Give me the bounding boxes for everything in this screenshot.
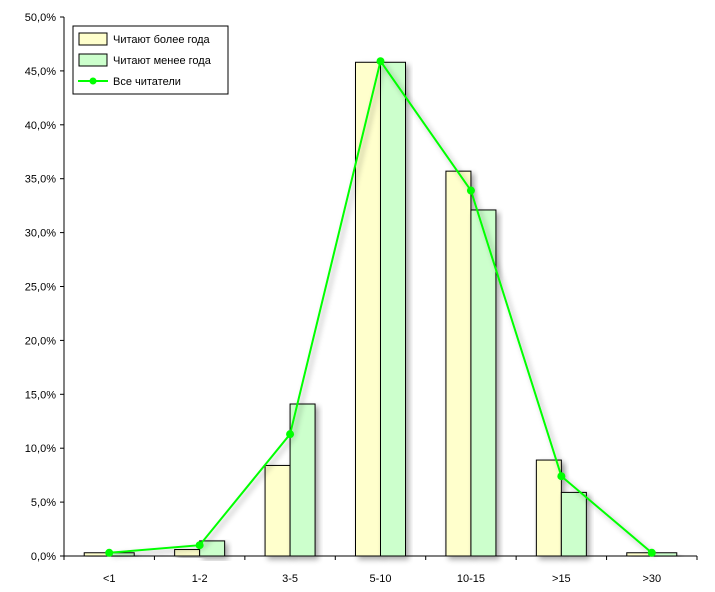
line-point xyxy=(557,472,566,481)
bar-under-year xyxy=(199,540,226,557)
x-tick-label: >30 xyxy=(642,573,661,585)
bar-under-year xyxy=(560,491,587,557)
bar-over-year xyxy=(174,549,201,557)
y-tick-label: 30,0% xyxy=(25,228,56,240)
y-tick-label: 0,0% xyxy=(31,551,56,563)
x-tick-label: 10-15 xyxy=(457,573,485,585)
y-tick-label: 10,0% xyxy=(25,443,56,455)
y-tick-label: 20,0% xyxy=(25,335,56,347)
line-point xyxy=(376,57,385,66)
bar-over-year xyxy=(535,459,562,557)
line-point xyxy=(195,541,204,550)
line-point xyxy=(286,430,295,439)
bar-under-year xyxy=(289,403,316,557)
plot-area: 0,0% 5,0% 10,0% 15,0% 20,0% 25,0% 30,0% 35,0% 40… xyxy=(25,12,698,585)
bar-under-year xyxy=(380,61,406,557)
x-tick-label: 3-5 xyxy=(282,573,298,585)
y-tick-label: 35,0% xyxy=(25,174,56,186)
y-tick-label: 45,0% xyxy=(25,66,56,78)
bar-over-year xyxy=(445,170,472,557)
x-tick-label: <1 xyxy=(103,573,116,585)
legend-label: Читают менее года xyxy=(113,55,212,67)
legend-label: Читают более года xyxy=(113,34,211,46)
bar-over-year xyxy=(264,464,291,557)
x-tick-label: >15 xyxy=(552,573,571,585)
legend: Читают более года Читают менее года Все чи… xyxy=(72,25,229,95)
y-tick-label: 50,0% xyxy=(25,12,56,24)
y-tick-label: 15,0% xyxy=(25,389,56,401)
legend-swatch-under-year xyxy=(78,53,108,67)
line-point xyxy=(466,186,475,195)
legend-swatch-over-year xyxy=(78,32,108,46)
y-tick-label: 40,0% xyxy=(25,120,56,132)
line-point xyxy=(647,548,656,557)
line-point xyxy=(105,548,114,557)
y-tick-label: 25,0% xyxy=(25,282,56,294)
bar-under-year xyxy=(470,209,497,557)
y-tick-label: 5,0% xyxy=(31,497,56,509)
bar-over-year xyxy=(355,61,381,557)
legend-label: Все читатели xyxy=(113,76,181,88)
x-tick-label: 1-2 xyxy=(192,573,208,585)
x-tick-label: 5-10 xyxy=(369,573,391,585)
legend-marker xyxy=(89,77,97,85)
